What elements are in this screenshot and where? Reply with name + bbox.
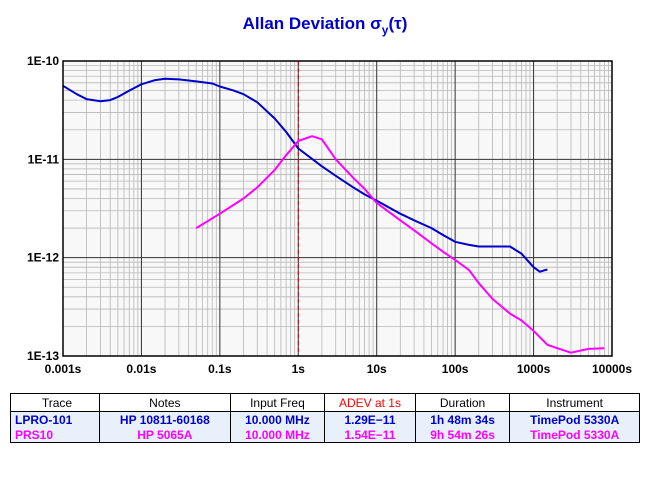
x-tick-label: 0.1s <box>208 362 232 376</box>
y-tick-label: 1E-13 <box>27 349 59 363</box>
chart-title-symbol: σ <box>370 14 382 33</box>
header-instrument: Instrument <box>509 393 640 412</box>
series-group <box>62 77 605 354</box>
x-axis-tick-labels: 0.001s 0.01s 0.1s 1s 10s 100s 1000s 10000s <box>45 362 633 376</box>
header-adev: ADEV at 1s <box>324 393 416 412</box>
cell-duration: 1h 48m 34s <box>414 411 511 427</box>
table-header-row: Trace Notes Input Freq ADEV at 1s Durati… <box>10 393 640 412</box>
cell-trace: LPRO-101 <box>10 411 100 427</box>
chart-title-text: Allan Deviation <box>242 14 366 33</box>
cell-adev: 1.29E−11 <box>324 411 416 427</box>
cell-instrument: TimePod 5330A <box>509 411 640 427</box>
chart-title-subscript: y <box>381 23 389 37</box>
plot-frame <box>62 60 613 357</box>
x-tick-label: 1000s <box>517 362 551 376</box>
series-line-prs10 <box>195 135 605 354</box>
x-tick-label: 1s <box>292 362 306 376</box>
cell-notes: HP 10811-60168 <box>99 411 231 427</box>
header-notes: Notes <box>99 393 231 412</box>
x-tick-label: 100s <box>442 362 469 376</box>
header-input-freq: Input Freq <box>229 393 326 412</box>
chart-title: Allan Deviation σy(τ) <box>0 14 650 37</box>
x-tick-label: 0.001s <box>45 362 82 376</box>
y-tick-label: 1E-10 <box>27 54 59 68</box>
table-row: LPRO-101 HP 10811-60168 10.000 MHz 1.29E… <box>10 411 640 427</box>
x-tick-label: 0.01s <box>126 362 156 376</box>
cell-trace: PRS10 <box>10 427 100 443</box>
header-trace: Trace <box>10 393 100 412</box>
y-tick-label: 1E-11 <box>28 152 60 166</box>
series-line-lpro-101 <box>62 77 548 273</box>
x-tick-label: 10s <box>367 362 387 376</box>
plot-border <box>62 60 613 357</box>
header-duration: Duration <box>414 393 511 412</box>
x-tick-label: 10000s <box>592 362 632 376</box>
grid-minor <box>63 61 612 356</box>
table-row: PRS10 HP 5065A 10.000 MHz 1.54E−11 9h 54… <box>10 427 640 443</box>
y-tick-label: 1E-12 <box>27 251 59 265</box>
plot-background <box>63 61 612 356</box>
cell-adev: 1.54E−11 <box>324 427 416 443</box>
cell-input-freq: 10.000 MHz <box>229 411 326 427</box>
cell-input-freq: 10.000 MHz <box>229 427 326 443</box>
chart-title-arg: (τ) <box>388 14 408 33</box>
results-table: Trace Notes Input Freq ADEV at 1s Durati… <box>10 393 640 443</box>
plot-area <box>63 61 612 356</box>
cell-instrument: TimePod 5330A <box>509 427 640 443</box>
cell-notes: HP 5065A <box>99 427 231 443</box>
cell-duration: 9h 54m 26s <box>414 427 511 443</box>
allan-deviation-plot: 0.001s 0.01s 0.1s 1s 10s 100s 1000s 10000s 1E-1… <box>27 54 633 376</box>
y-axis-tick-labels: 1E-10 1E-11 1E-12 1E-13 <box>27 54 59 363</box>
